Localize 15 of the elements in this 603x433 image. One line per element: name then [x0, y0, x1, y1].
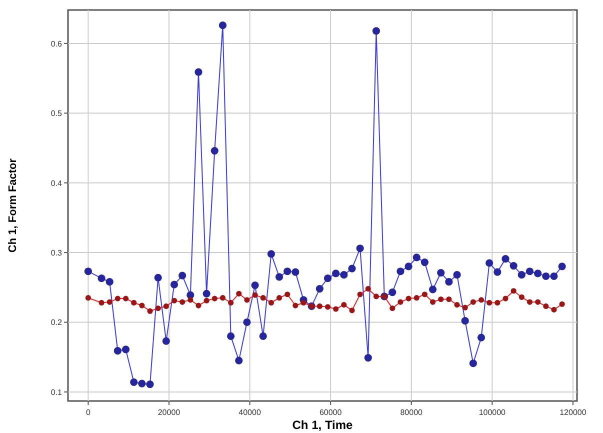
y-tick-label: 0.6 [50, 39, 63, 48]
x-tick-label: 0 [86, 408, 91, 417]
y-tick-label: 0.1 [50, 388, 63, 397]
x-tick-label: 40000 [238, 408, 262, 417]
x-axis-title: Ch 1, Time [292, 418, 354, 432]
x-tick-label: 100000 [478, 408, 506, 417]
x-tick-label: 120000 [560, 408, 587, 417]
y-tick-label: 0.2 [50, 318, 63, 328]
y-tick-label: 0.4 [50, 178, 63, 188]
y-tick-label: 0.3 [50, 248, 63, 258]
x-tick-label: 60000 [319, 408, 342, 417]
x-tick-label: 20000 [158, 408, 181, 417]
x-tick-label: 80000 [400, 408, 424, 417]
y-tick-label: 0.5 [50, 109, 63, 118]
y-axis-title: Ch 1, Form Factor [7, 158, 19, 253]
